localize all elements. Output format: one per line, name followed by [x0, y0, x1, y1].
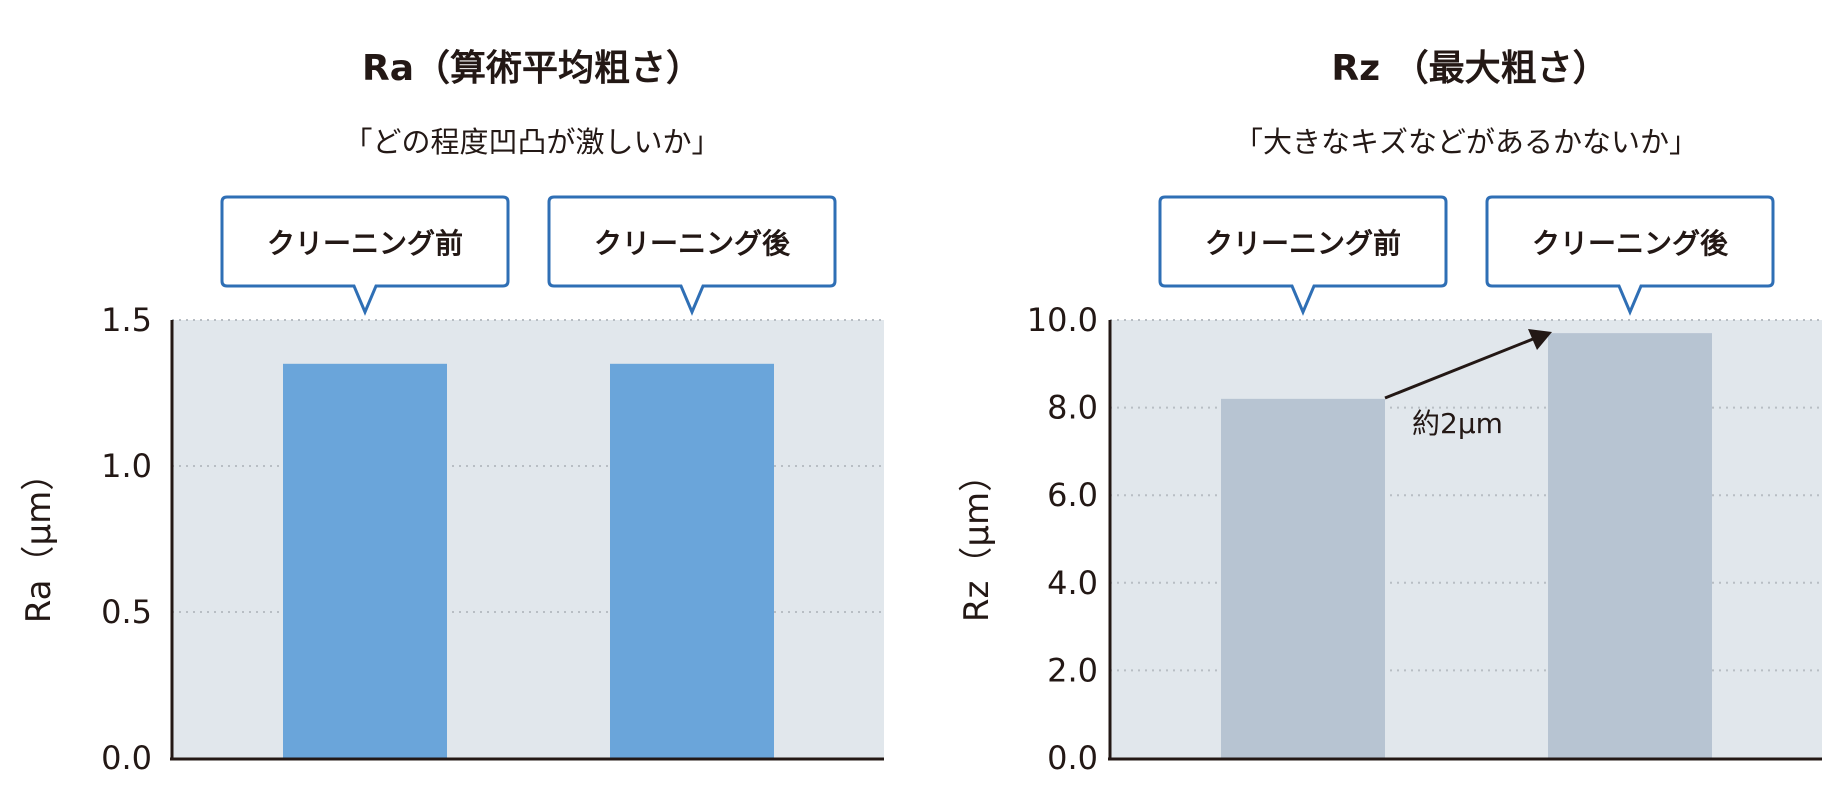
- rz-chart-title: Rz （最大粗さ）: [1331, 48, 1608, 89]
- ra-y-tick-label: 0.0: [101, 739, 152, 777]
- rz-chart-subtitle: 「大きなキズなどがあるかないか」: [1234, 125, 1698, 159]
- rz-bar-before: [1221, 398, 1385, 759]
- rz-callout-after-shape: [1485, 195, 1775, 316]
- rz-bar-after: [1548, 333, 1712, 759]
- ra-plot-area: [172, 320, 884, 758]
- ra-y-tick-label: 1.5: [101, 301, 152, 339]
- rz-plot-area: [1110, 320, 1822, 758]
- rz-difference-annotation: 約2μm: [1384, 329, 1552, 440]
- rz-callout-after-label: クリーニング後: [1532, 227, 1729, 260]
- rz-tick-labels: 0.0 2.0 4.0 6.0 8.0 10.0: [1027, 301, 1098, 777]
- ra-callout-after: クリーニング後: [547, 195, 837, 316]
- rz-y-tick-label: 4.0: [1047, 564, 1098, 602]
- ra-chart: Ra（算術平均粗さ） 「どの程度凹凸が激しいか」 0.0 0.5 1.0 1.5 Ra…: [19, 48, 886, 777]
- ra-y-tick-label: 1.0: [101, 447, 152, 485]
- rz-y-tick-label: 8.0: [1047, 389, 1098, 427]
- ra-callout-before: クリーニング前: [220, 195, 510, 316]
- rz-callout-after: クリーニング後: [1485, 195, 1775, 316]
- ra-callout-after-shape: [547, 195, 837, 316]
- rz-y-tick-label: 2.0: [1047, 651, 1098, 689]
- rz-difference-label: 約2μm: [1412, 407, 1503, 440]
- rz-callout-before-label: クリーニング前: [1205, 227, 1401, 260]
- rz-arrow-line: [1384, 335, 1539, 400]
- ra-chart-title: Ra（算術平均粗さ）: [362, 48, 702, 89]
- ra-chart-subtitle: 「どの程度凹凸が激しいか」: [343, 125, 720, 159]
- rz-y-axis-label: Rz（μm）: [957, 458, 997, 622]
- ra-callout-after-label: クリーニング後: [594, 227, 791, 260]
- rz-chart: Rz （最大粗さ） 「大きなキズなどがあるかないか」 0.0 2.0 4.0 6.0 8…: [957, 48, 1824, 777]
- ra-tick-labels: 0.0 0.5 1.0 1.5: [101, 301, 152, 777]
- rz-bars: [1221, 333, 1712, 759]
- rz-callout-before: クリーニング前: [1158, 195, 1448, 316]
- arrow-head-icon: [1528, 329, 1552, 350]
- rz-y-tick-label: 10.0: [1027, 301, 1098, 339]
- rz-callout-before-shape: [1158, 195, 1448, 316]
- ra-callout-before-label: クリーニング前: [267, 227, 463, 260]
- ra-y-tick-label: 0.5: [101, 593, 152, 631]
- ra-bar-before: [283, 363, 447, 759]
- ra-callout-before-shape: [220, 195, 510, 316]
- rz-y-tick-label: 6.0: [1047, 476, 1098, 514]
- ra-y-axis-label: Ra（μm）: [19, 457, 59, 623]
- ra-bars: [283, 363, 774, 759]
- ra-bar-after: [610, 363, 774, 759]
- rz-y-tick-label: 0.0: [1047, 739, 1098, 777]
